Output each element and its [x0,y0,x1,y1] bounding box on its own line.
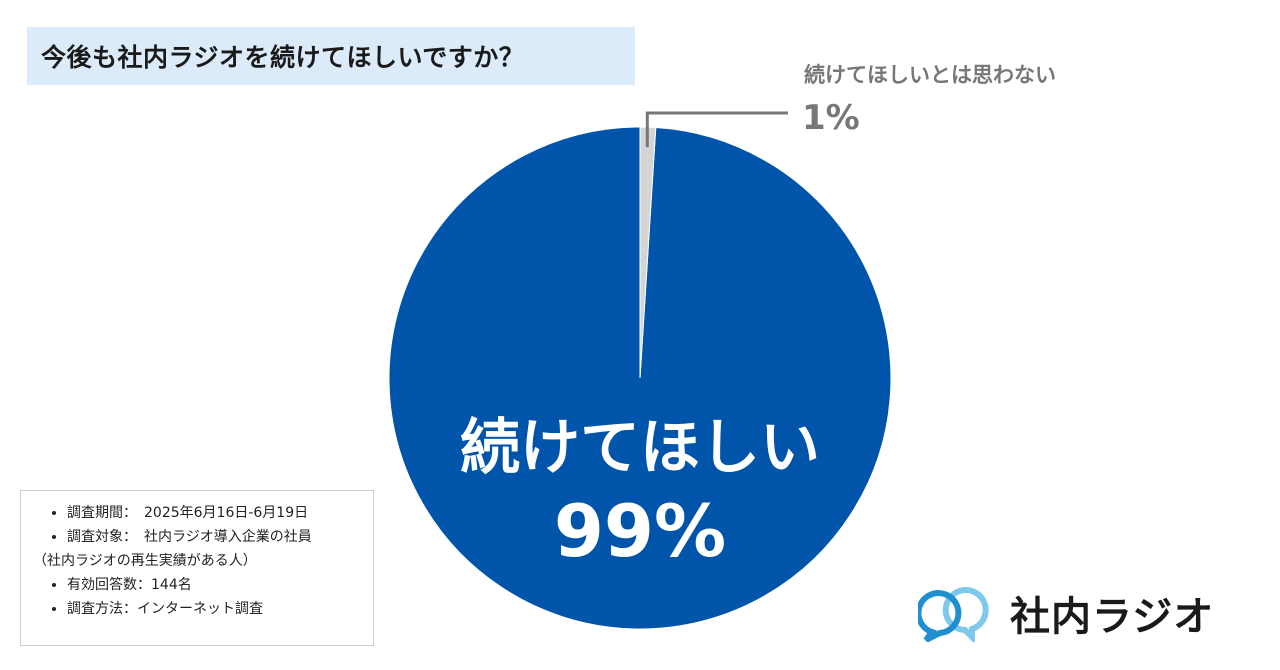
logo-text: 社内ラジオ [1010,594,1215,640]
survey-target-note: （社内ラジオの再生実績がある人） [33,553,257,569]
slice-label-2: 続けてほしいとは思わない [804,63,1056,87]
survey-target: 調査対象： 社内ラジオ導入企業の社員 [67,525,363,549]
chart-title-box: 今後も社内ラジオを続けてほしいですか？ [27,27,635,85]
chart-title: 今後も社内ラジオを続けてほしいですか？ [41,43,525,72]
callout-line [645,111,788,148]
survey-period: 調査期間： 2025年6月16日-6月19日 [67,501,363,525]
speech-bubbles-icon [918,587,989,642]
survey-method: 調査方法：インターネット調査 [67,597,363,621]
survey-respondents: 有効回答数：144名 [67,573,363,597]
survey-info-box: 調査期間： 2025年6月16日-6月19日 調査対象： 社内ラジオ導入企業の社… [20,490,374,646]
brand-logo: 社内ラジオ [918,584,1214,642]
slice-value-1: 99% [554,489,726,573]
slice-value-2: 1% [802,98,860,138]
slice-label-1: 続けてほしい [460,413,820,483]
